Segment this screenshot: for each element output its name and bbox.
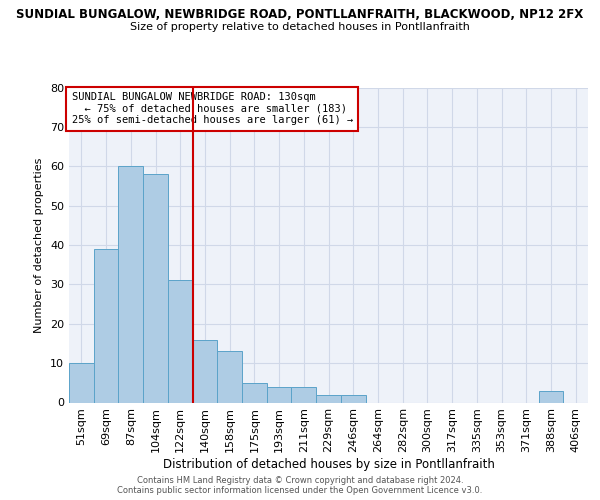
- Bar: [341, 394, 365, 402]
- Text: Size of property relative to detached houses in Pontllanfraith: Size of property relative to detached ho…: [130, 22, 470, 32]
- Bar: [242, 383, 267, 402]
- Bar: [539, 390, 563, 402]
- Bar: [267, 387, 292, 402]
- X-axis label: Distribution of detached houses by size in Pontllanfraith: Distribution of detached houses by size …: [163, 458, 494, 471]
- Text: SUNDIAL BUNGALOW NEWBRIDGE ROAD: 130sqm
  ← 75% of detached houses are smaller (: SUNDIAL BUNGALOW NEWBRIDGE ROAD: 130sqm …: [71, 92, 353, 126]
- Bar: [143, 174, 168, 402]
- Bar: [217, 352, 242, 403]
- Text: SUNDIAL BUNGALOW, NEWBRIDGE ROAD, PONTLLANFRAITH, BLACKWOOD, NP12 2FX: SUNDIAL BUNGALOW, NEWBRIDGE ROAD, PONTLL…: [16, 8, 584, 20]
- Bar: [118, 166, 143, 402]
- Bar: [94, 249, 118, 402]
- Bar: [316, 394, 341, 402]
- Bar: [69, 363, 94, 403]
- Text: Contains public sector information licensed under the Open Government Licence v3: Contains public sector information licen…: [118, 486, 482, 495]
- Bar: [168, 280, 193, 402]
- Bar: [292, 387, 316, 402]
- Bar: [193, 340, 217, 402]
- Y-axis label: Number of detached properties: Number of detached properties: [34, 158, 44, 332]
- Text: Contains HM Land Registry data © Crown copyright and database right 2024.: Contains HM Land Registry data © Crown c…: [137, 476, 463, 485]
